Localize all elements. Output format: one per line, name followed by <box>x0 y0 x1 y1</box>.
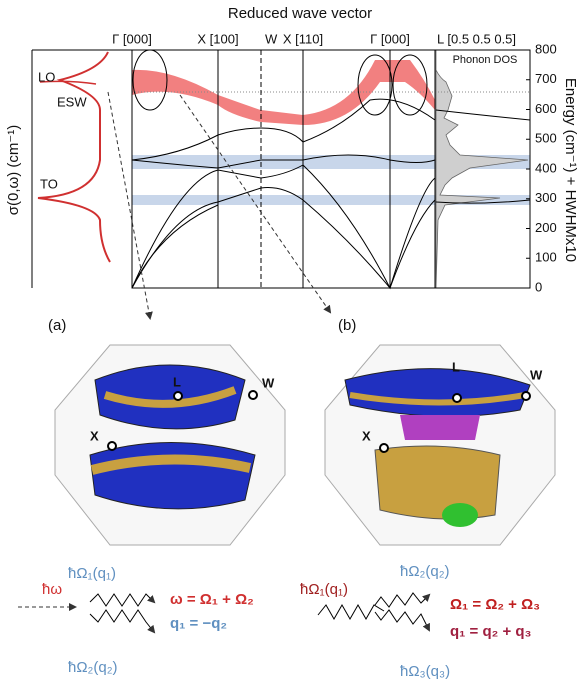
figure-title: Reduced wave vector <box>228 5 372 22</box>
lo-label: LO <box>38 69 55 84</box>
point-label: L <box>173 374 181 389</box>
q-label: X [100] <box>197 31 238 46</box>
y-tick-label: 800 <box>535 41 557 56</box>
y-tick-label: 500 <box>535 131 557 146</box>
process-label: ħΩ₂(q₂) <box>400 563 450 580</box>
point-label: W <box>262 375 275 390</box>
process-label: ħΩ₂(q₂) <box>68 659 118 676</box>
y-tick-label: 0 <box>535 279 542 294</box>
y-axis-label: Energy (cm⁻¹) + HWHMx10 <box>562 78 579 262</box>
q-label: L [0.5 0.5 0.5] <box>437 31 516 46</box>
acoustic-branch <box>132 205 218 288</box>
process-label: ħΩ₃(q₃) <box>400 663 450 680</box>
process-label: ħΩ₁(q₁) <box>68 565 116 582</box>
wavy-arrow <box>90 610 154 632</box>
point-label: X <box>90 428 99 443</box>
y-tick-label: 200 <box>535 220 557 235</box>
wavy-arrow <box>375 610 429 630</box>
esw-label: ESW <box>57 94 87 109</box>
wavy-arrow <box>90 594 154 606</box>
bz-a <box>55 345 285 545</box>
to-label: TO <box>40 176 58 191</box>
y-tick-label: 100 <box>535 250 557 265</box>
equation: q₁ = q₂ + q₃ <box>450 623 532 640</box>
dos-branch <box>436 110 530 120</box>
y-tick-label: 700 <box>535 71 557 86</box>
q-label: W <box>265 31 278 46</box>
equation: Ω₁ = Ω₂ + Ω₃ <box>450 596 540 613</box>
figure: Reduced wave vector Phonon DOS Energy (c… <box>0 0 585 689</box>
panel-tag: (b) <box>338 317 356 334</box>
q-label: Γ [000] <box>112 31 152 46</box>
panel-tag: (a) <box>48 317 66 334</box>
equation: ω = Ω₁ + Ω₂ <box>170 591 254 608</box>
process-label: ħΩ₁(q₁) <box>300 581 348 598</box>
y-tick-label: 600 <box>535 101 557 116</box>
wavy-arrow <box>318 605 384 619</box>
q-label: X [110] <box>283 31 323 46</box>
point-label: L <box>452 359 460 374</box>
point-label: X <box>362 428 371 443</box>
dos-label: Phonon DOS <box>453 54 518 66</box>
y-tick-label: 300 <box>535 190 557 205</box>
process-label: ħω <box>42 581 62 598</box>
point-label: W <box>530 367 543 382</box>
bz-b <box>325 345 555 545</box>
wavy-arrow <box>375 593 429 607</box>
equation: q₁ = −q₂ <box>170 615 227 632</box>
q-label: Γ [000] <box>370 31 410 46</box>
sigma-y-label: σ(0,ω) (cm⁻¹) <box>5 125 22 216</box>
y-tick-label: 400 <box>535 160 557 175</box>
